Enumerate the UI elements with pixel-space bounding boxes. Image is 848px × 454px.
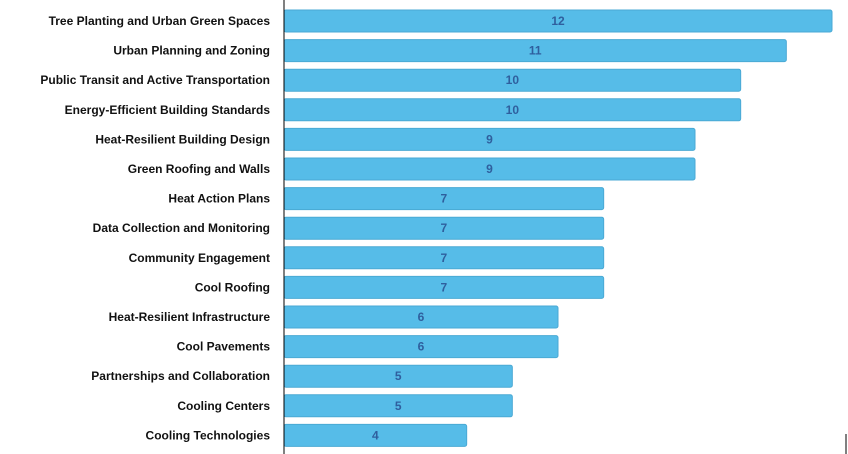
- bar-value-label: 9: [486, 162, 493, 176]
- category-label: Community Engagement: [129, 251, 270, 265]
- bar-value-label: 5: [395, 399, 402, 413]
- bar-value-label: 9: [486, 132, 493, 146]
- category-label: Heat Action Plans: [168, 192, 270, 206]
- category-label: Heat-Resilient Building Design: [95, 132, 270, 146]
- category-label: Data Collection and Monitoring: [93, 221, 270, 235]
- bar-value-label: 10: [506, 103, 520, 117]
- category-label: Cooling Technologies: [146, 428, 271, 442]
- category-label: Energy-Efficient Building Standards: [65, 103, 271, 117]
- category-label: Tree Planting and Urban Green Spaces: [49, 14, 271, 28]
- category-label: Partnerships and Collaboration: [91, 369, 270, 383]
- category-label: Public Transit and Active Transportation: [40, 73, 270, 87]
- bar-value-label: 6: [418, 340, 425, 354]
- bars-layer: [283, 9, 833, 447]
- bar-value-label: 12: [551, 14, 565, 28]
- bar-value-label: 6: [418, 310, 425, 324]
- bar-value-label: 4: [372, 428, 379, 442]
- category-label: Cool Roofing: [195, 280, 270, 294]
- category-label: Cooling Centers: [177, 399, 270, 413]
- category-label: Urban Planning and Zoning: [113, 44, 270, 58]
- bar-value-label: 7: [440, 192, 447, 206]
- value-labels-layer: 12 11 10 10 9 9 7 7 7 7 6 6 5 5 4: [372, 14, 565, 442]
- category-label: Green Roofing and Walls: [128, 162, 271, 176]
- bar-value-label: 5: [395, 369, 402, 383]
- bar-value-label: 7: [440, 221, 447, 235]
- bar-value-label: 10: [506, 73, 520, 87]
- bar-value-label: 7: [440, 251, 447, 265]
- category-label: Cool Pavements: [177, 340, 271, 354]
- bar-value-label: 11: [529, 44, 542, 58]
- bar-value-label: 7: [440, 280, 447, 294]
- category-label: Heat-Resilient Infrastructure: [109, 310, 271, 324]
- category-labels-layer: Tree Planting and Urban Green Spaces Urba…: [40, 14, 270, 442]
